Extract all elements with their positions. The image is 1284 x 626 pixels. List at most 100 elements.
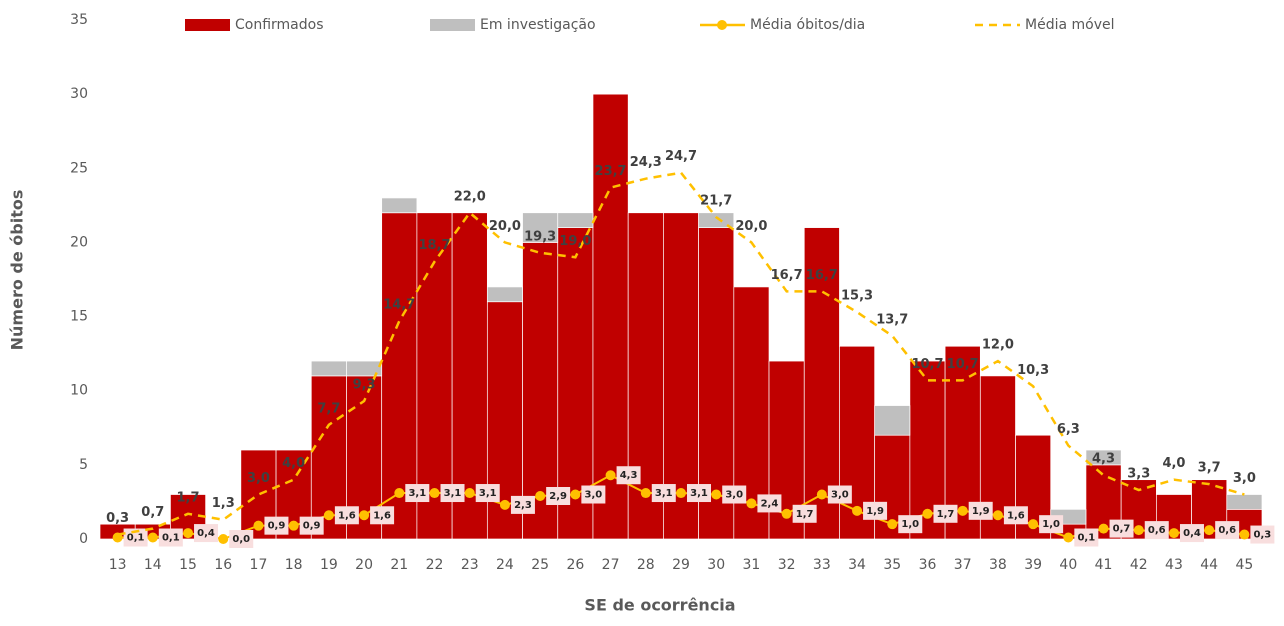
x-tick-label: 20 xyxy=(355,557,373,573)
data-label: 21,7 xyxy=(700,194,732,209)
bar xyxy=(381,197,418,214)
x-tick-label: 45 xyxy=(1235,557,1253,573)
marker xyxy=(183,528,194,539)
data-label: 23,7 xyxy=(595,164,627,179)
data-label: 18,7 xyxy=(418,238,450,253)
label-box xyxy=(968,501,993,520)
y-tick-label: 20 xyxy=(70,234,88,250)
data-label: 3,1 xyxy=(690,488,708,499)
x-tick-label: 41 xyxy=(1095,557,1113,573)
label-box xyxy=(1039,515,1064,534)
x-tick-label: 27 xyxy=(602,557,620,573)
legend-swatch xyxy=(185,19,230,31)
marker xyxy=(1028,519,1039,530)
marker xyxy=(1133,525,1144,536)
data-label: 2,4 xyxy=(761,498,779,509)
data-label: 1,9 xyxy=(866,506,884,517)
x-tick-label: 13 xyxy=(109,557,127,573)
marker xyxy=(464,488,475,499)
bar xyxy=(522,212,559,243)
x-tick-label: 30 xyxy=(707,557,725,573)
data-label: 9,3 xyxy=(353,378,376,393)
x-tick-label: 39 xyxy=(1024,557,1042,573)
bar xyxy=(1226,494,1263,510)
label-box xyxy=(123,528,148,547)
data-label: 12,0 xyxy=(982,338,1014,353)
data-label: 3,0 xyxy=(725,490,743,501)
marker xyxy=(535,490,546,501)
label-box xyxy=(687,484,711,503)
data-label: 3,1 xyxy=(408,488,426,499)
label-box xyxy=(792,504,817,523)
data-label: 0,4 xyxy=(1183,528,1201,539)
marker xyxy=(429,488,440,499)
data-label: 1,7 xyxy=(937,509,955,520)
data-label: 3,3 xyxy=(1127,467,1150,482)
label-box xyxy=(581,485,606,504)
data-label: 24,3 xyxy=(630,155,662,170)
label-box xyxy=(616,466,641,485)
label-box xyxy=(1109,519,1134,538)
label-box xyxy=(651,484,676,503)
label-box xyxy=(299,516,324,535)
marker xyxy=(887,519,898,530)
data-label: 10,7 xyxy=(911,357,943,372)
data-label: 0,6 xyxy=(1218,525,1236,536)
legend-label: Média óbitos/dia xyxy=(750,17,865,33)
marker xyxy=(957,505,968,516)
data-label: 16,7 xyxy=(806,268,838,283)
data-label: 22,0 xyxy=(454,189,486,204)
marker xyxy=(1168,528,1179,539)
legend-marker xyxy=(717,20,727,30)
data-label: 3,7 xyxy=(1198,461,1221,476)
marker xyxy=(1063,532,1074,543)
data-label: 3,0 xyxy=(247,471,270,486)
marker xyxy=(746,498,757,509)
data-label: 20,0 xyxy=(735,219,767,234)
label-box xyxy=(1215,521,1240,540)
label-box xyxy=(827,485,852,504)
bar xyxy=(486,286,523,303)
data-label: 4,0 xyxy=(282,456,305,471)
x-tick-label: 24 xyxy=(496,557,514,573)
bar xyxy=(310,360,347,377)
data-label: 19,3 xyxy=(524,229,556,244)
label-box xyxy=(158,528,183,547)
x-tick-label: 43 xyxy=(1165,557,1183,573)
y-tick-label: 30 xyxy=(70,86,88,102)
label-box xyxy=(194,524,219,543)
label-box xyxy=(933,504,958,523)
x-tick-label: 14 xyxy=(144,557,162,573)
data-label: 0,1 xyxy=(127,533,145,544)
data-label: 0,1 xyxy=(1077,533,1095,544)
x-tick-label: 38 xyxy=(989,557,1007,573)
data-label: 1,0 xyxy=(1042,519,1060,530)
y-axis-title: Número de óbitos xyxy=(8,190,27,351)
x-tick-label: 44 xyxy=(1200,557,1218,573)
label-box xyxy=(475,484,500,503)
data-label: 16,7 xyxy=(771,268,803,283)
marker xyxy=(922,508,933,519)
marker xyxy=(218,534,229,544)
bar xyxy=(592,93,629,540)
data-label: 0,9 xyxy=(268,521,286,532)
bar xyxy=(557,212,594,228)
data-label: 0,4 xyxy=(197,528,215,539)
data-label: 3,1 xyxy=(479,488,497,499)
x-tick-label: 15 xyxy=(179,557,197,573)
y-tick-label: 5 xyxy=(79,457,88,473)
data-label: 24,7 xyxy=(665,149,697,164)
y-tick-label: 35 xyxy=(70,12,88,28)
data-label: 3,0 xyxy=(585,490,603,501)
marker xyxy=(992,510,1003,521)
marker xyxy=(711,489,722,500)
bar xyxy=(698,212,735,228)
marker xyxy=(147,532,158,543)
label-box xyxy=(334,506,359,525)
label-box xyxy=(510,495,535,514)
marker xyxy=(852,505,863,516)
marker xyxy=(253,520,264,531)
label-box xyxy=(405,484,430,503)
label-box xyxy=(1250,525,1275,544)
y-tick-label: 10 xyxy=(70,383,88,399)
